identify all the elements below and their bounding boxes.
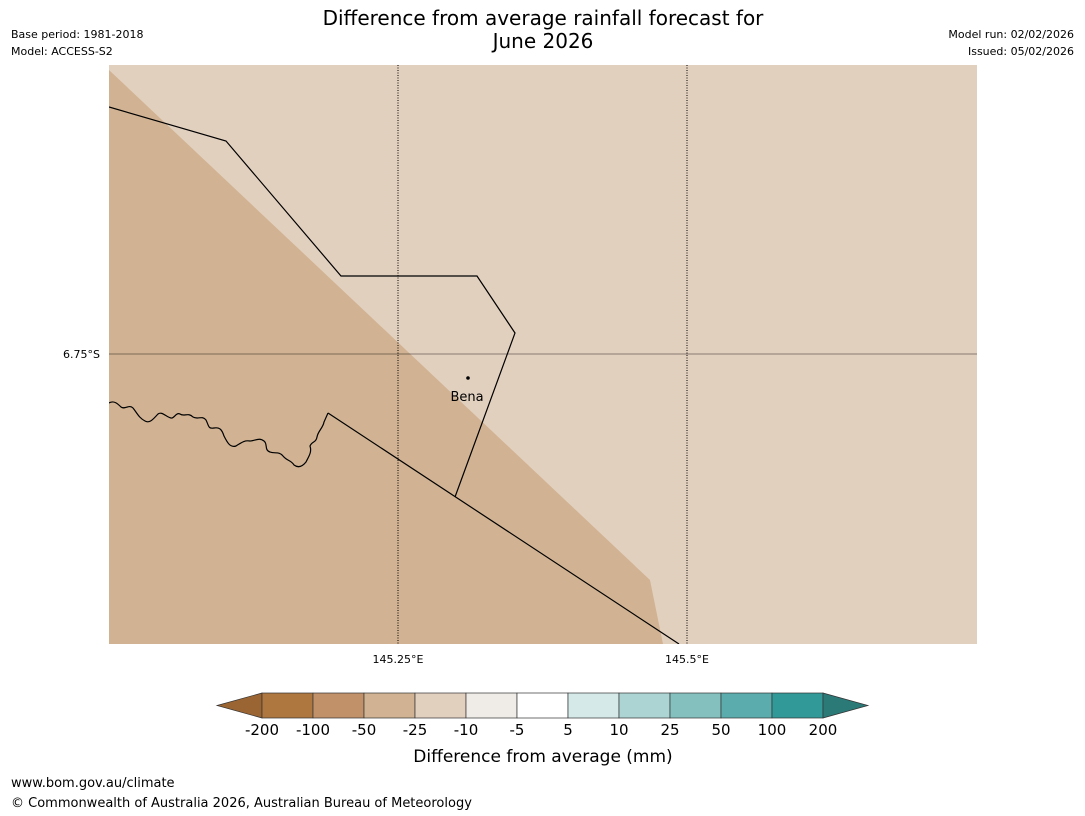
legend-tick-label: -10 [454, 721, 479, 739]
footer-url: www.bom.gov.au/climate [11, 776, 175, 791]
meta-right: Model run: 02/02/2026 Issued: 05/02/2026 [948, 26, 1074, 60]
legend-tick-label: 100 [758, 721, 787, 739]
model-name: Model: ACCESS-S2 [11, 45, 113, 58]
drier-region [109, 70, 663, 644]
legend-swatch [363, 692, 416, 719]
footer: www.bom.gov.au/climate © Commonwealth of… [11, 774, 472, 814]
legend-tick-label: -25 [403, 721, 428, 739]
legend-swatch-arrow-low [215, 692, 263, 719]
legend-swatch [261, 692, 314, 719]
page-title: Difference from average rainfall forecas… [243, 7, 843, 53]
legend-swatch [771, 692, 824, 719]
issued-date: Issued: 05/02/2026 [967, 45, 1074, 58]
longitude-label: 145.5°E [665, 653, 709, 666]
place-label-bena: Bena [450, 390, 483, 405]
longitude-label: 145.25°E [373, 653, 424, 666]
boundaries [109, 106, 680, 644]
legend-swatch-arrow-high [822, 692, 870, 719]
province-boundary [327, 412, 680, 644]
legend-tick-label: -50 [352, 721, 377, 739]
legend-swatch [414, 692, 467, 719]
legend-swatch [669, 692, 722, 719]
latitude-label: 6.75°S [63, 348, 100, 361]
legend-tick-label: 200 [809, 721, 838, 739]
legend-swatch [312, 692, 365, 719]
town-marker [466, 376, 470, 380]
legend-tick-label: 50 [711, 721, 730, 739]
legend-colorbar: -200 -100 -50 -25 -10 -5 5 10 25 50 100 200 [215, 692, 870, 739]
province-boundary [109, 106, 516, 498]
legend-tick-label: 25 [660, 721, 679, 739]
legend-tick-label: -5 [510, 721, 525, 739]
title-line-2: June 2026 [492, 29, 594, 53]
meta-left: Base period: 1981-2018 Model: ACCESS-S2 [11, 26, 143, 60]
legend-tick-label: -100 [296, 721, 330, 739]
base-period: Base period: 1981-2018 [11, 28, 144, 41]
legend-swatch [465, 692, 518, 719]
map-panel: Bena 6.75°S 145.25°E 145.5°E [63, 65, 977, 666]
legend-title: Difference from average (mm) [413, 747, 672, 767]
model-run: Model run: 02/02/2026 [948, 28, 1074, 41]
legend-swatch [720, 692, 773, 719]
legend-swatch [567, 692, 620, 719]
legend-tick-label: 5 [563, 721, 573, 739]
footer-copyright: © Commonwealth of Australia 2026, Austra… [11, 796, 472, 811]
legend-tick-label: -200 [245, 721, 279, 739]
gridlines [109, 65, 977, 644]
title-line-1: Difference from average rainfall forecas… [322, 6, 764, 30]
legend-swatch [516, 692, 569, 719]
coastline [109, 401, 329, 468]
legend-swatch [618, 692, 671, 719]
legend-tick-label: 10 [609, 721, 628, 739]
